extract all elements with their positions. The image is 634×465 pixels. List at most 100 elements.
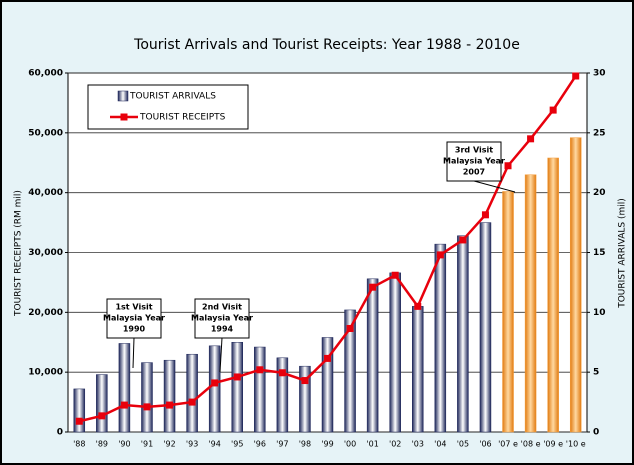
bar (457, 235, 469, 433)
annotation: 1990 (123, 325, 146, 334)
y-tick-label: 40,000 (28, 188, 63, 198)
bar (389, 272, 401, 433)
marker (459, 236, 467, 244)
y2-tick-label: 5 (593, 368, 599, 378)
bar (276, 357, 289, 433)
legend-swatch (117, 90, 129, 102)
y-tick-label: 50,000 (28, 128, 63, 138)
bar (96, 374, 108, 433)
marker (301, 377, 309, 385)
callout (219, 337, 223, 373)
legend-label: TOURIST RECEIPTS (139, 113, 226, 123)
marker (120, 401, 128, 409)
y-tick-label: 10,000 (28, 368, 63, 378)
marker (391, 271, 399, 279)
x-tick-label: '94 (208, 440, 220, 449)
y-tick-label: 0 (57, 428, 63, 438)
bar (73, 388, 86, 433)
bar (321, 337, 334, 433)
x-tick-label: '89 (96, 440, 108, 449)
y2-tick-label: 15 (593, 248, 606, 258)
marker (211, 379, 219, 387)
x-tick-label: '08 e (521, 440, 541, 449)
x-tick-label: '95 (231, 440, 243, 449)
annotation-box (446, 141, 502, 182)
x-tick-label: '92 (163, 440, 175, 449)
y-tick-label: 20,000 (28, 308, 63, 318)
bar (366, 278, 379, 433)
x-tick-label: '99 (321, 440, 333, 449)
marker (414, 302, 422, 310)
marker (75, 417, 83, 425)
bar (412, 306, 424, 433)
annotation: Malaysia Year (191, 314, 253, 323)
y2-tick-label: 10 (593, 308, 606, 318)
marker (369, 283, 377, 291)
bar (186, 353, 198, 433)
bar (163, 359, 176, 433)
y-axis-label: TOURIST RECEIPTS (RM mil) (14, 190, 24, 317)
bar (118, 343, 131, 433)
y-tick-label: 60,000 (28, 69, 63, 79)
marker (188, 398, 196, 406)
bar (479, 222, 492, 433)
marker (233, 373, 241, 381)
y2-tick-label: 20 (593, 188, 606, 198)
y-tick-label: 30,000 (28, 248, 63, 258)
bar (254, 346, 266, 433)
marker (549, 106, 557, 114)
x-tick-label: '10 e (566, 440, 586, 449)
bar (547, 157, 559, 433)
marker (436, 251, 444, 259)
chart-title: Tourist Arrivals and Tourist Receipts: Y… (133, 37, 520, 53)
x-tick-label: '97 (276, 440, 288, 449)
marker (324, 354, 331, 362)
marker (256, 366, 264, 374)
x-tick-label: '88 (73, 440, 85, 449)
bar (231, 342, 243, 433)
marker (572, 72, 580, 80)
x-tick-label: '00 (344, 440, 356, 449)
annotation: 2nd Visit (202, 303, 242, 312)
annotation: 1994 (211, 325, 234, 334)
callout (132, 337, 135, 369)
bar (141, 362, 153, 433)
annotation: 2007 (463, 168, 485, 177)
x-tick-label: '05 (457, 440, 469, 449)
marker (98, 412, 106, 420)
x-tick-label: '02 (389, 440, 401, 449)
marker (166, 401, 174, 409)
callout (473, 180, 516, 193)
bar (208, 345, 221, 433)
x-tick-label: '01 (366, 440, 378, 449)
marker (481, 211, 489, 219)
y2-axis-label: TOURIST ARRIVALS (mil) (618, 198, 628, 309)
y2-tick-label: 30 (593, 69, 606, 79)
x-tick-label: '91 (141, 440, 153, 449)
legend-label: TOURIST ARRIVALS (129, 92, 216, 102)
legend-swatch (120, 113, 128, 121)
x-tick-label: '04 (434, 440, 446, 449)
marker (278, 369, 286, 377)
x-tick-label: '90 (118, 440, 130, 449)
annotation-box (106, 298, 162, 339)
marker (143, 403, 151, 411)
x-tick-label: '98 (299, 440, 311, 449)
bar (569, 137, 582, 433)
marker (346, 324, 354, 332)
x-tick-label: '06 (479, 440, 491, 449)
annotation: Malaysia Year (103, 314, 165, 323)
x-tick-label: '09 e (543, 440, 563, 449)
bar (502, 191, 514, 433)
legend-box (87, 84, 249, 130)
annotation-box (194, 298, 250, 339)
y2-tick-label: 0 (593, 428, 599, 438)
x-tick-label: '03 (412, 440, 424, 449)
bar (344, 309, 356, 433)
bar (299, 365, 311, 433)
annotation: 3rd Visit (455, 146, 493, 155)
annotation: 1st Visit (115, 303, 152, 312)
bar (524, 174, 537, 433)
y2-tick-label: 25 (593, 128, 606, 138)
bar (434, 243, 447, 433)
